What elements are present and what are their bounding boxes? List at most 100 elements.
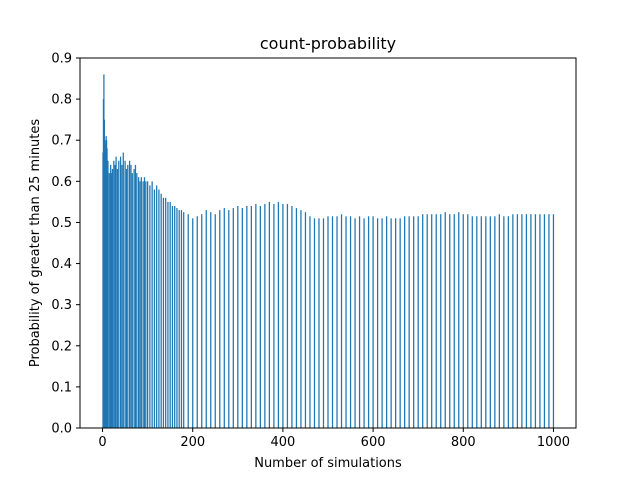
bar <box>255 203 257 428</box>
x-axis-label: Number of simulations <box>254 456 402 471</box>
bar <box>291 206 293 428</box>
y-tick-label: 0.3 <box>51 298 72 313</box>
bar <box>395 218 397 428</box>
bar <box>119 156 122 428</box>
bar <box>318 218 320 428</box>
bar <box>196 216 198 428</box>
bar <box>498 214 500 428</box>
y-tick-label: 0.0 <box>51 422 72 437</box>
bar <box>259 206 261 428</box>
bar <box>512 214 514 428</box>
y-tick-label: 0.9 <box>51 52 72 67</box>
bar <box>145 181 147 428</box>
bar <box>167 201 169 428</box>
bar <box>169 201 171 428</box>
bar <box>530 214 532 428</box>
bar <box>156 185 158 428</box>
bar <box>201 214 203 428</box>
bar <box>133 169 135 428</box>
bar <box>110 173 113 428</box>
y-tick-label: 0.4 <box>51 257 72 272</box>
bar <box>131 173 133 428</box>
bar <box>404 216 406 428</box>
x-tick-label: 200 <box>180 435 205 450</box>
bar <box>367 216 370 428</box>
bar <box>372 216 374 428</box>
bar <box>467 214 469 428</box>
bar <box>162 197 165 428</box>
bar <box>118 160 120 428</box>
bar <box>143 177 146 428</box>
bar <box>122 152 124 429</box>
chart-title: count-probability <box>260 34 396 53</box>
bar <box>124 160 126 428</box>
bar <box>431 214 433 428</box>
bar <box>349 216 352 428</box>
bar <box>440 214 442 428</box>
x-tick-label: 0 <box>98 435 106 450</box>
bar <box>187 214 189 428</box>
bar <box>462 214 464 428</box>
bar <box>381 218 383 428</box>
bar <box>363 218 365 428</box>
bar <box>121 164 123 428</box>
bar <box>534 214 537 428</box>
bar <box>210 212 212 428</box>
y-tick-label: 0.2 <box>51 339 72 354</box>
bar <box>471 216 473 428</box>
bar <box>246 206 248 428</box>
y-tick-label: 0.8 <box>51 93 72 108</box>
bar <box>250 206 252 428</box>
bar <box>327 216 329 428</box>
bar <box>241 208 243 428</box>
x-tick-label: 400 <box>270 435 295 450</box>
bar <box>548 214 550 428</box>
bar <box>390 218 392 428</box>
bar <box>108 173 110 428</box>
bar <box>114 164 116 428</box>
bar <box>552 214 555 428</box>
x-axis-ticks: 0 200 400 600 800 1000 <box>98 428 570 450</box>
bar <box>458 212 460 428</box>
bar <box>516 214 519 428</box>
bar <box>228 210 230 428</box>
bar <box>426 214 428 428</box>
x-tick-label: 1000 <box>537 435 570 450</box>
bar <box>521 214 523 428</box>
bar <box>110 164 112 428</box>
bar <box>489 216 491 428</box>
bar <box>174 206 176 428</box>
bar <box>160 193 162 428</box>
bar <box>127 164 129 428</box>
bar <box>136 173 138 428</box>
bar <box>205 210 207 428</box>
bar <box>176 208 178 428</box>
bar <box>485 216 487 428</box>
bar <box>183 212 185 428</box>
y-tick-label: 0.7 <box>51 134 72 149</box>
bar <box>295 208 298 428</box>
bar <box>139 181 141 428</box>
bar <box>417 216 419 428</box>
y-axis-label: Probability of greater than 25 minutes <box>28 119 43 368</box>
bar <box>111 169 114 428</box>
bar <box>232 208 234 428</box>
bar <box>180 210 183 428</box>
x-tick-label: 800 <box>451 435 476 450</box>
bar <box>106 148 108 428</box>
bar <box>376 218 379 428</box>
bar <box>444 212 446 428</box>
bar <box>476 216 478 428</box>
bar <box>309 216 311 428</box>
bar <box>140 177 142 428</box>
bar <box>313 218 316 428</box>
bar <box>507 216 509 428</box>
bar <box>171 206 174 428</box>
x-tick-label: 600 <box>361 435 386 450</box>
bar <box>219 210 221 428</box>
bar <box>178 210 180 428</box>
bar <box>358 216 361 428</box>
bar <box>142 181 144 428</box>
bar <box>130 164 132 428</box>
bar <box>165 197 167 428</box>
